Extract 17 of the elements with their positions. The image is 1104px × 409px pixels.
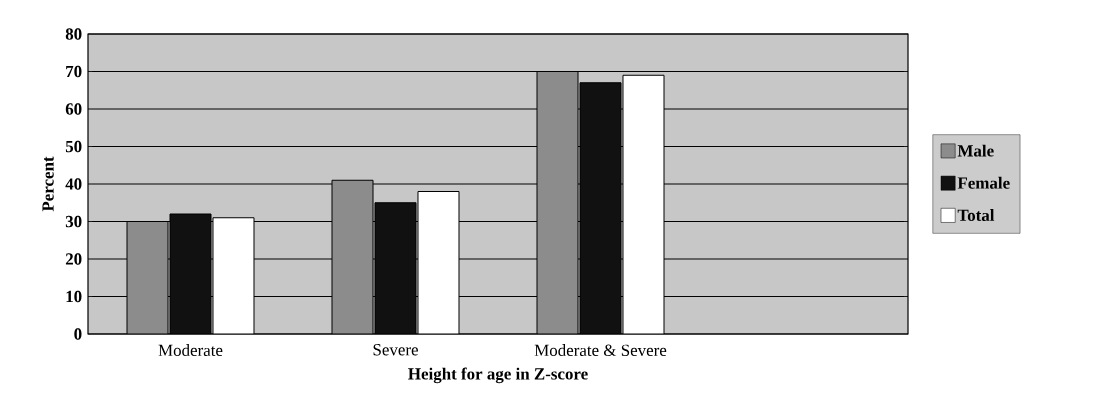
y-tick-label: 20 bbox=[65, 253, 82, 265]
x-tick-label: Severe bbox=[373, 344, 418, 356]
legend-label: Female bbox=[957, 176, 1010, 189]
y-tick-label: 80 bbox=[65, 28, 82, 40]
y-tick-label: 0 bbox=[74, 328, 82, 340]
y-tick-label: 30 bbox=[65, 215, 82, 228]
y-tick-label: 70 bbox=[66, 65, 82, 78]
legend-label: Male bbox=[957, 144, 994, 157]
y-axis-title: Percent bbox=[42, 156, 54, 212]
y-tick-label: 10 bbox=[66, 290, 82, 303]
x-tick-label: Moderate & Severe bbox=[534, 344, 667, 357]
y-tick-label: 60 bbox=[65, 103, 82, 115]
y-tick-label: 40 bbox=[65, 178, 82, 190]
legend-label: Total bbox=[957, 209, 995, 221]
y-tick-label: 50 bbox=[65, 140, 82, 153]
x-tick-label: Moderate bbox=[158, 344, 223, 357]
x-axis-title: Height for age in Z-score bbox=[408, 367, 588, 384]
